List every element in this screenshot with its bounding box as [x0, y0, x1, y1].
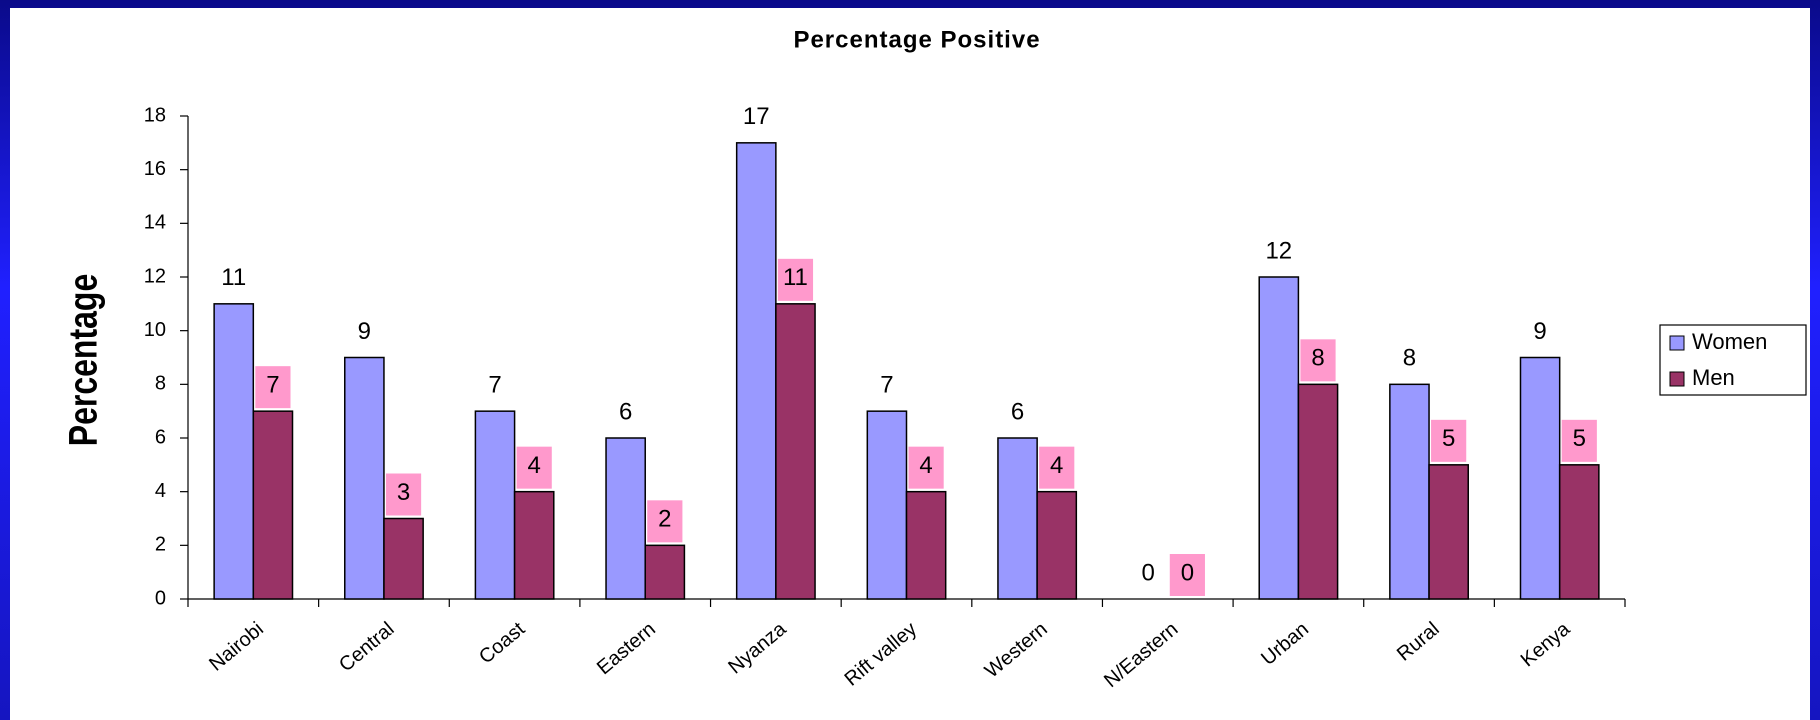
- data-label-bg: [516, 446, 552, 489]
- bar: [1036, 490, 1078, 600]
- y-tick-label: 0: [155, 587, 166, 609]
- bar: [1428, 464, 1469, 600]
- data-label: 4: [1050, 452, 1063, 479]
- bar: [735, 142, 777, 600]
- chart-panel: [10, 8, 1810, 720]
- bar: [1258, 276, 1300, 600]
- y-tick-label: 2: [155, 534, 166, 556]
- legend-label: Women: [1692, 329, 1767, 354]
- bar: [1519, 356, 1561, 600]
- bar: [1389, 383, 1430, 600]
- y-tick-label: 14: [144, 212, 166, 234]
- data-label: 11: [783, 264, 808, 291]
- y-tick-label: 4: [155, 480, 166, 502]
- data-label: 0: [1181, 559, 1194, 586]
- bar: [1297, 383, 1339, 600]
- data-label-bg: [1169, 554, 1205, 596]
- data-label: 5: [1442, 425, 1455, 452]
- data-label-bg: [777, 258, 814, 301]
- data-label-bg: [1431, 419, 1467, 462]
- y-tick-label: 16: [144, 158, 166, 180]
- bar: [383, 517, 424, 600]
- data-label-bg: [647, 500, 683, 543]
- data-label: 7: [880, 372, 893, 399]
- bar: [644, 544, 686, 600]
- y-tick-label: 12: [144, 265, 166, 287]
- y-tick-label: 8: [155, 373, 166, 395]
- y-tick-label: 10: [144, 319, 166, 341]
- data-label: 4: [528, 452, 541, 479]
- data-label-bg: [1300, 339, 1336, 382]
- legend-swatch: [1669, 371, 1685, 387]
- data-label: 6: [1011, 398, 1024, 425]
- bar: [252, 410, 294, 600]
- y-tick-label: 6: [155, 426, 166, 448]
- data-label: 0: [1141, 559, 1154, 586]
- data-label: 17: [743, 103, 770, 130]
- data-label: 7: [266, 372, 279, 399]
- data-label: 9: [1533, 318, 1546, 345]
- data-label: 3: [397, 479, 410, 506]
- data-label: 4: [919, 452, 932, 479]
- bar: [775, 303, 816, 600]
- legend-swatch: [1669, 335, 1685, 351]
- data-label: 2: [658, 506, 671, 533]
- data-label-bg: [1039, 446, 1075, 489]
- y-axis-label: Percentage: [60, 274, 105, 447]
- data-label: 8: [1311, 345, 1324, 372]
- data-label-bg: [255, 366, 291, 409]
- data-label: 11: [221, 264, 246, 291]
- bar: [997, 437, 1038, 600]
- bar: [905, 490, 947, 600]
- bar: [866, 410, 908, 600]
- data-label: 8: [1403, 345, 1416, 372]
- legend-label: Men: [1692, 365, 1735, 390]
- data-label: 7: [488, 372, 501, 399]
- bar: [344, 356, 385, 600]
- bar: [513, 490, 555, 600]
- data-label-bg: [908, 446, 944, 489]
- bar: [213, 303, 255, 600]
- data-label: 9: [358, 318, 371, 345]
- bar: [1558, 464, 1600, 600]
- data-label-bg: [1561, 419, 1597, 462]
- y-tick-label: 18: [144, 104, 166, 126]
- data-label-bg: [385, 473, 422, 516]
- bar: [474, 410, 516, 600]
- bar: [605, 437, 646, 600]
- data-label: 5: [1573, 425, 1586, 452]
- data-label: 6: [619, 398, 632, 425]
- data-label: 12: [1265, 237, 1292, 264]
- chart-title: Percentage Positive: [793, 26, 1040, 53]
